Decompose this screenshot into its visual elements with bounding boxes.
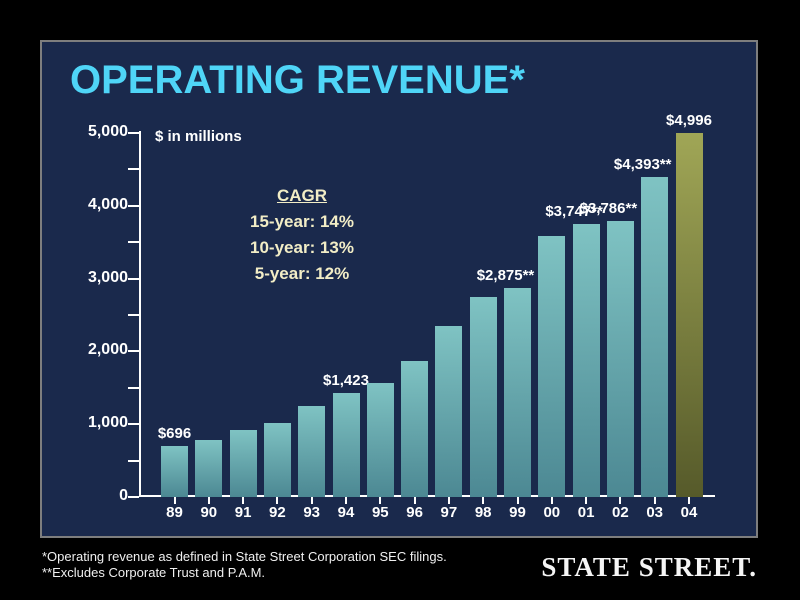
bar-91 [229,430,257,497]
bar-97 [435,326,463,497]
x-axis-label-91: 91 [234,504,252,521]
footnote-excludes: **Excludes Corporate Trust and P.A.M. [42,565,266,580]
bar-value-label-89: $696 [157,425,192,443]
x-axis-label-89: 89 [166,504,183,521]
y-tick-3500 [128,241,139,244]
y-tick-5000 [128,132,139,134]
y-axis-line [139,131,141,497]
chart-title: OPERATING REVENUE* [70,58,525,102]
bar-value-label-99: $2,875** [476,266,535,284]
x-axis-label-99: 99 [509,504,526,521]
bar-03 [641,177,669,497]
x-axis-label-94: 94 [337,504,355,521]
x-axis-label-97: 97 [440,504,458,521]
y-tick-3000 [128,277,139,280]
y-tick-2500 [128,314,139,316]
y-axis-unit-note: $ in millions [155,128,242,145]
cagr-heading: CAGR [276,186,328,205]
bar-00 [538,236,566,497]
y-axis-label-3000: 3,000 [87,268,128,286]
x-tick-93 [310,497,313,504]
x-axis-label-90: 90 [200,504,218,521]
cagr-line-15yr: 15-year: 14% [250,212,354,231]
x-axis-label-02: 02 [612,504,629,521]
bar-value-label-94: $1,423 [323,372,369,390]
y-axis-label-1000: 1,000 [87,414,128,432]
x-tick-00 [550,497,553,504]
x-tick-92 [276,497,279,504]
x-tick-99 [516,497,519,504]
x-tick-90 [207,497,210,504]
bar-value-label-04: $4,996 [666,112,712,130]
y-tick-4500 [128,168,139,171]
x-axis-label-92: 92 [269,504,286,521]
y-tick-0 [128,496,139,498]
bar-value-label-03: $4,393** [613,156,672,174]
bar-value-label-02: $3,786** [579,200,638,218]
y-tick-500 [128,459,139,462]
state-street-logo: STATE STREET. [541,552,757,582]
slide-panel: OPERATING REVENUE* $ in millions CAGR 15… [40,40,758,538]
bar-value-label-01: $3,747** [545,203,603,221]
x-tick-01 [585,497,588,504]
x-axis-label-96: 96 [406,504,423,521]
y-axis-label-4000: 4,000 [87,195,128,213]
x-tick-95 [379,497,382,504]
chart-area: $ in millions CAGR 15-year: 14% 10-year:… [42,42,756,536]
x-tick-96 [413,497,416,504]
bar-96 [401,360,429,497]
y-tick-1000 [128,423,139,426]
bar-92 [263,422,291,497]
x-tick-89 [173,497,176,504]
x-tick-97 [447,497,450,504]
bar-02 [606,221,634,497]
y-axis-label-5000: 5,000 [87,123,128,140]
bar-89 [161,446,188,497]
y-tick-2000 [128,350,139,353]
bar-01 [572,224,600,497]
bar-90 [195,439,223,497]
x-axis-label-03: 03 [646,504,664,521]
y-axis-label-0: 0 [119,487,128,504]
x-tick-03 [653,497,656,504]
x-axis-label-95: 95 [371,504,389,521]
bar-04 [675,133,703,497]
footnote-operating-revenue: *Operating revenue as defined in State S… [42,549,447,564]
y-tick-4000 [128,204,139,207]
cagr-line-10yr: 10-year: 13% [250,238,354,257]
x-axis-label-98: 98 [474,504,492,521]
x-tick-98 [482,497,485,504]
x-axis-label-04: 04 [680,504,698,521]
y-tick-1500 [128,386,139,389]
bar-98 [469,296,497,497]
x-tick-04 [688,497,690,504]
bar-99 [504,287,531,497]
bar-93 [298,406,326,497]
y-axis-label-2000: 2,000 [87,341,128,359]
x-axis-label-93: 93 [303,504,321,521]
x-axis-label-01: 01 [577,504,595,521]
cagr-annotation: CAGR 15-year: 14% 10-year: 13% 5-year: 1… [212,183,392,287]
x-axis-label-00: 00 [543,504,561,521]
x-tick-02 [619,497,622,504]
bar-94 [332,393,360,497]
cagr-line-5yr: 5-year: 12% [254,264,350,283]
bar-95 [366,383,394,497]
x-tick-91 [242,497,245,504]
x-tick-94 [345,497,347,504]
